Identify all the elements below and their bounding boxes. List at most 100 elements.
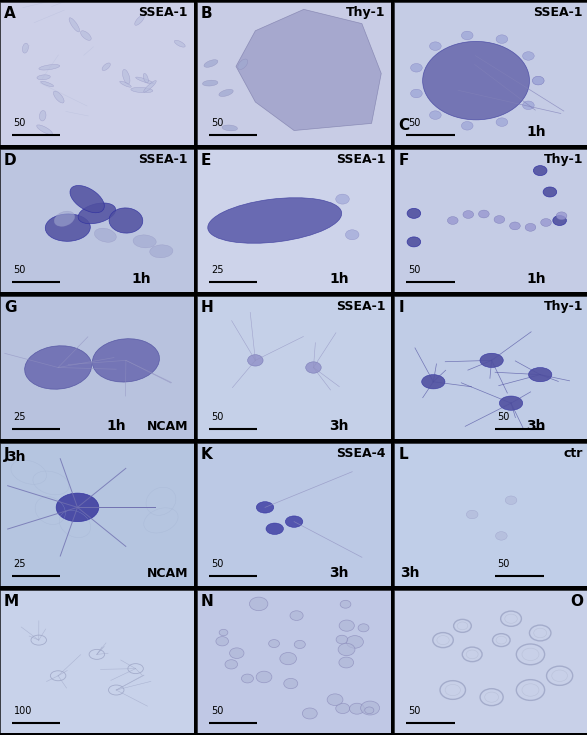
Text: 50: 50	[211, 559, 223, 569]
Ellipse shape	[80, 31, 91, 40]
Ellipse shape	[216, 637, 228, 646]
Ellipse shape	[410, 89, 422, 98]
Ellipse shape	[135, 15, 144, 25]
Ellipse shape	[109, 208, 143, 233]
Ellipse shape	[339, 620, 355, 631]
Ellipse shape	[54, 211, 75, 226]
Text: SSEA-1: SSEA-1	[139, 154, 188, 167]
Ellipse shape	[39, 110, 46, 121]
Text: 100: 100	[14, 706, 32, 716]
Ellipse shape	[78, 203, 116, 223]
Text: 1h: 1h	[131, 272, 151, 286]
Text: 25: 25	[14, 412, 26, 422]
Text: F: F	[399, 154, 409, 168]
Ellipse shape	[136, 77, 154, 84]
Ellipse shape	[430, 111, 441, 119]
Ellipse shape	[266, 523, 284, 534]
Ellipse shape	[500, 396, 522, 410]
Ellipse shape	[230, 648, 244, 659]
Text: ctr: ctr	[564, 448, 583, 461]
Ellipse shape	[447, 217, 458, 224]
Text: Thy-1: Thy-1	[544, 154, 583, 167]
Text: 50: 50	[211, 412, 223, 422]
Ellipse shape	[144, 81, 156, 92]
Ellipse shape	[338, 643, 355, 656]
Ellipse shape	[480, 354, 503, 368]
Text: 50: 50	[14, 265, 26, 275]
Ellipse shape	[532, 76, 544, 85]
Ellipse shape	[407, 209, 421, 218]
Ellipse shape	[358, 624, 369, 632]
Ellipse shape	[339, 657, 353, 668]
Ellipse shape	[290, 611, 303, 620]
Ellipse shape	[423, 41, 529, 120]
Ellipse shape	[495, 531, 507, 540]
Ellipse shape	[219, 629, 228, 636]
Ellipse shape	[131, 87, 153, 93]
Ellipse shape	[306, 362, 321, 373]
Ellipse shape	[219, 90, 233, 96]
Ellipse shape	[556, 212, 567, 220]
Ellipse shape	[522, 51, 534, 60]
Text: 3h: 3h	[329, 419, 349, 433]
Text: 50: 50	[408, 265, 420, 275]
Ellipse shape	[37, 75, 50, 80]
Text: N: N	[201, 595, 214, 609]
Ellipse shape	[430, 42, 441, 51]
Ellipse shape	[95, 228, 116, 243]
Ellipse shape	[204, 60, 218, 68]
Ellipse shape	[225, 660, 238, 669]
Ellipse shape	[70, 185, 104, 212]
Text: SSEA-1: SSEA-1	[336, 301, 385, 314]
Ellipse shape	[553, 215, 566, 226]
Ellipse shape	[41, 82, 53, 87]
Text: 50: 50	[14, 118, 26, 128]
Ellipse shape	[466, 510, 478, 519]
Text: L: L	[399, 448, 408, 462]
Ellipse shape	[528, 368, 552, 381]
Ellipse shape	[327, 694, 343, 706]
Text: I: I	[399, 301, 404, 315]
Text: 3h: 3h	[527, 419, 546, 433]
Ellipse shape	[69, 18, 80, 32]
Ellipse shape	[340, 600, 351, 608]
Ellipse shape	[349, 703, 365, 714]
Ellipse shape	[525, 223, 536, 232]
Ellipse shape	[36, 125, 52, 135]
Text: B: B	[201, 7, 212, 21]
Text: SSEA-1: SSEA-1	[139, 7, 188, 20]
Text: 1h: 1h	[329, 272, 349, 286]
Ellipse shape	[53, 91, 64, 103]
Text: K: K	[201, 448, 213, 462]
Ellipse shape	[336, 703, 350, 714]
Text: 50: 50	[497, 559, 510, 569]
Text: J: J	[4, 448, 9, 462]
Ellipse shape	[478, 210, 489, 218]
Ellipse shape	[133, 235, 156, 248]
Ellipse shape	[346, 636, 363, 648]
Ellipse shape	[203, 80, 218, 86]
Ellipse shape	[285, 516, 303, 527]
Ellipse shape	[345, 230, 359, 240]
Ellipse shape	[241, 674, 254, 683]
Ellipse shape	[543, 187, 556, 197]
Ellipse shape	[284, 678, 298, 689]
Text: O: O	[570, 595, 583, 609]
Ellipse shape	[208, 198, 342, 243]
Ellipse shape	[269, 639, 279, 648]
Ellipse shape	[505, 496, 517, 504]
Text: 50: 50	[408, 706, 420, 716]
Ellipse shape	[302, 708, 317, 719]
Text: 3h: 3h	[6, 451, 25, 465]
Ellipse shape	[461, 31, 473, 40]
Text: 50: 50	[408, 118, 420, 128]
Text: 1h: 1h	[527, 125, 546, 139]
Text: 50: 50	[497, 412, 510, 422]
Ellipse shape	[25, 345, 92, 390]
Ellipse shape	[222, 125, 238, 131]
Text: 25: 25	[211, 265, 223, 275]
Ellipse shape	[92, 339, 160, 382]
Ellipse shape	[532, 76, 544, 85]
Text: A: A	[4, 7, 16, 21]
Ellipse shape	[22, 43, 28, 53]
